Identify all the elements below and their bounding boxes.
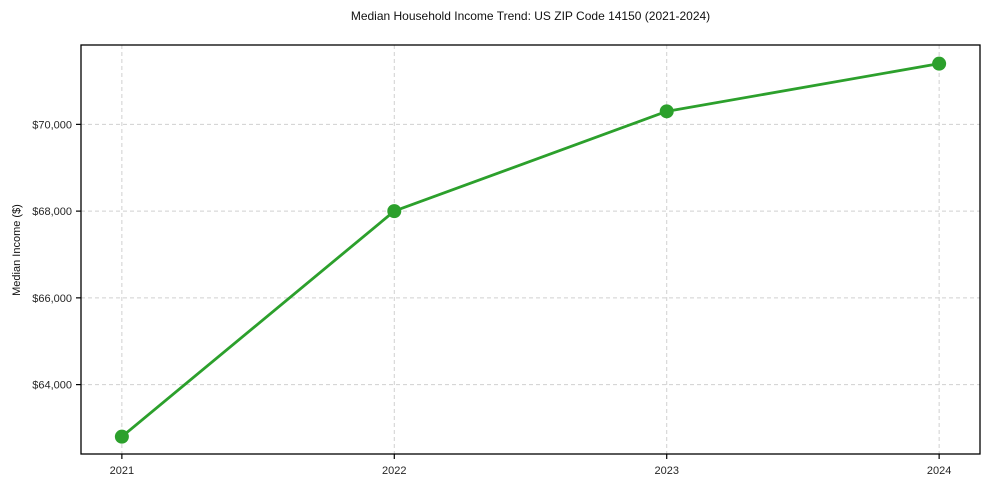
x-tick-label: 2023 [654, 465, 678, 477]
y-tick-label: $70,000 [32, 119, 72, 131]
y-tick-label: $68,000 [32, 206, 72, 218]
chart-title: Median Household Income Trend: US ZIP Co… [350, 9, 711, 23]
data-point [387, 204, 402, 219]
trend-line [120, 62, 941, 439]
data-point [932, 56, 947, 71]
x-tick-label: 2022 [382, 465, 406, 477]
y-axis-label: Median Income ($) [11, 204, 23, 296]
x-tick-label: 2021 [110, 465, 134, 477]
x-tick-label: 2024 [927, 465, 951, 477]
y-tick-label: $64,000 [32, 380, 72, 392]
data-point [659, 104, 674, 119]
y-tick-label: $66,000 [32, 293, 72, 305]
data-point [114, 429, 129, 444]
axes-border [80, 44, 981, 455]
